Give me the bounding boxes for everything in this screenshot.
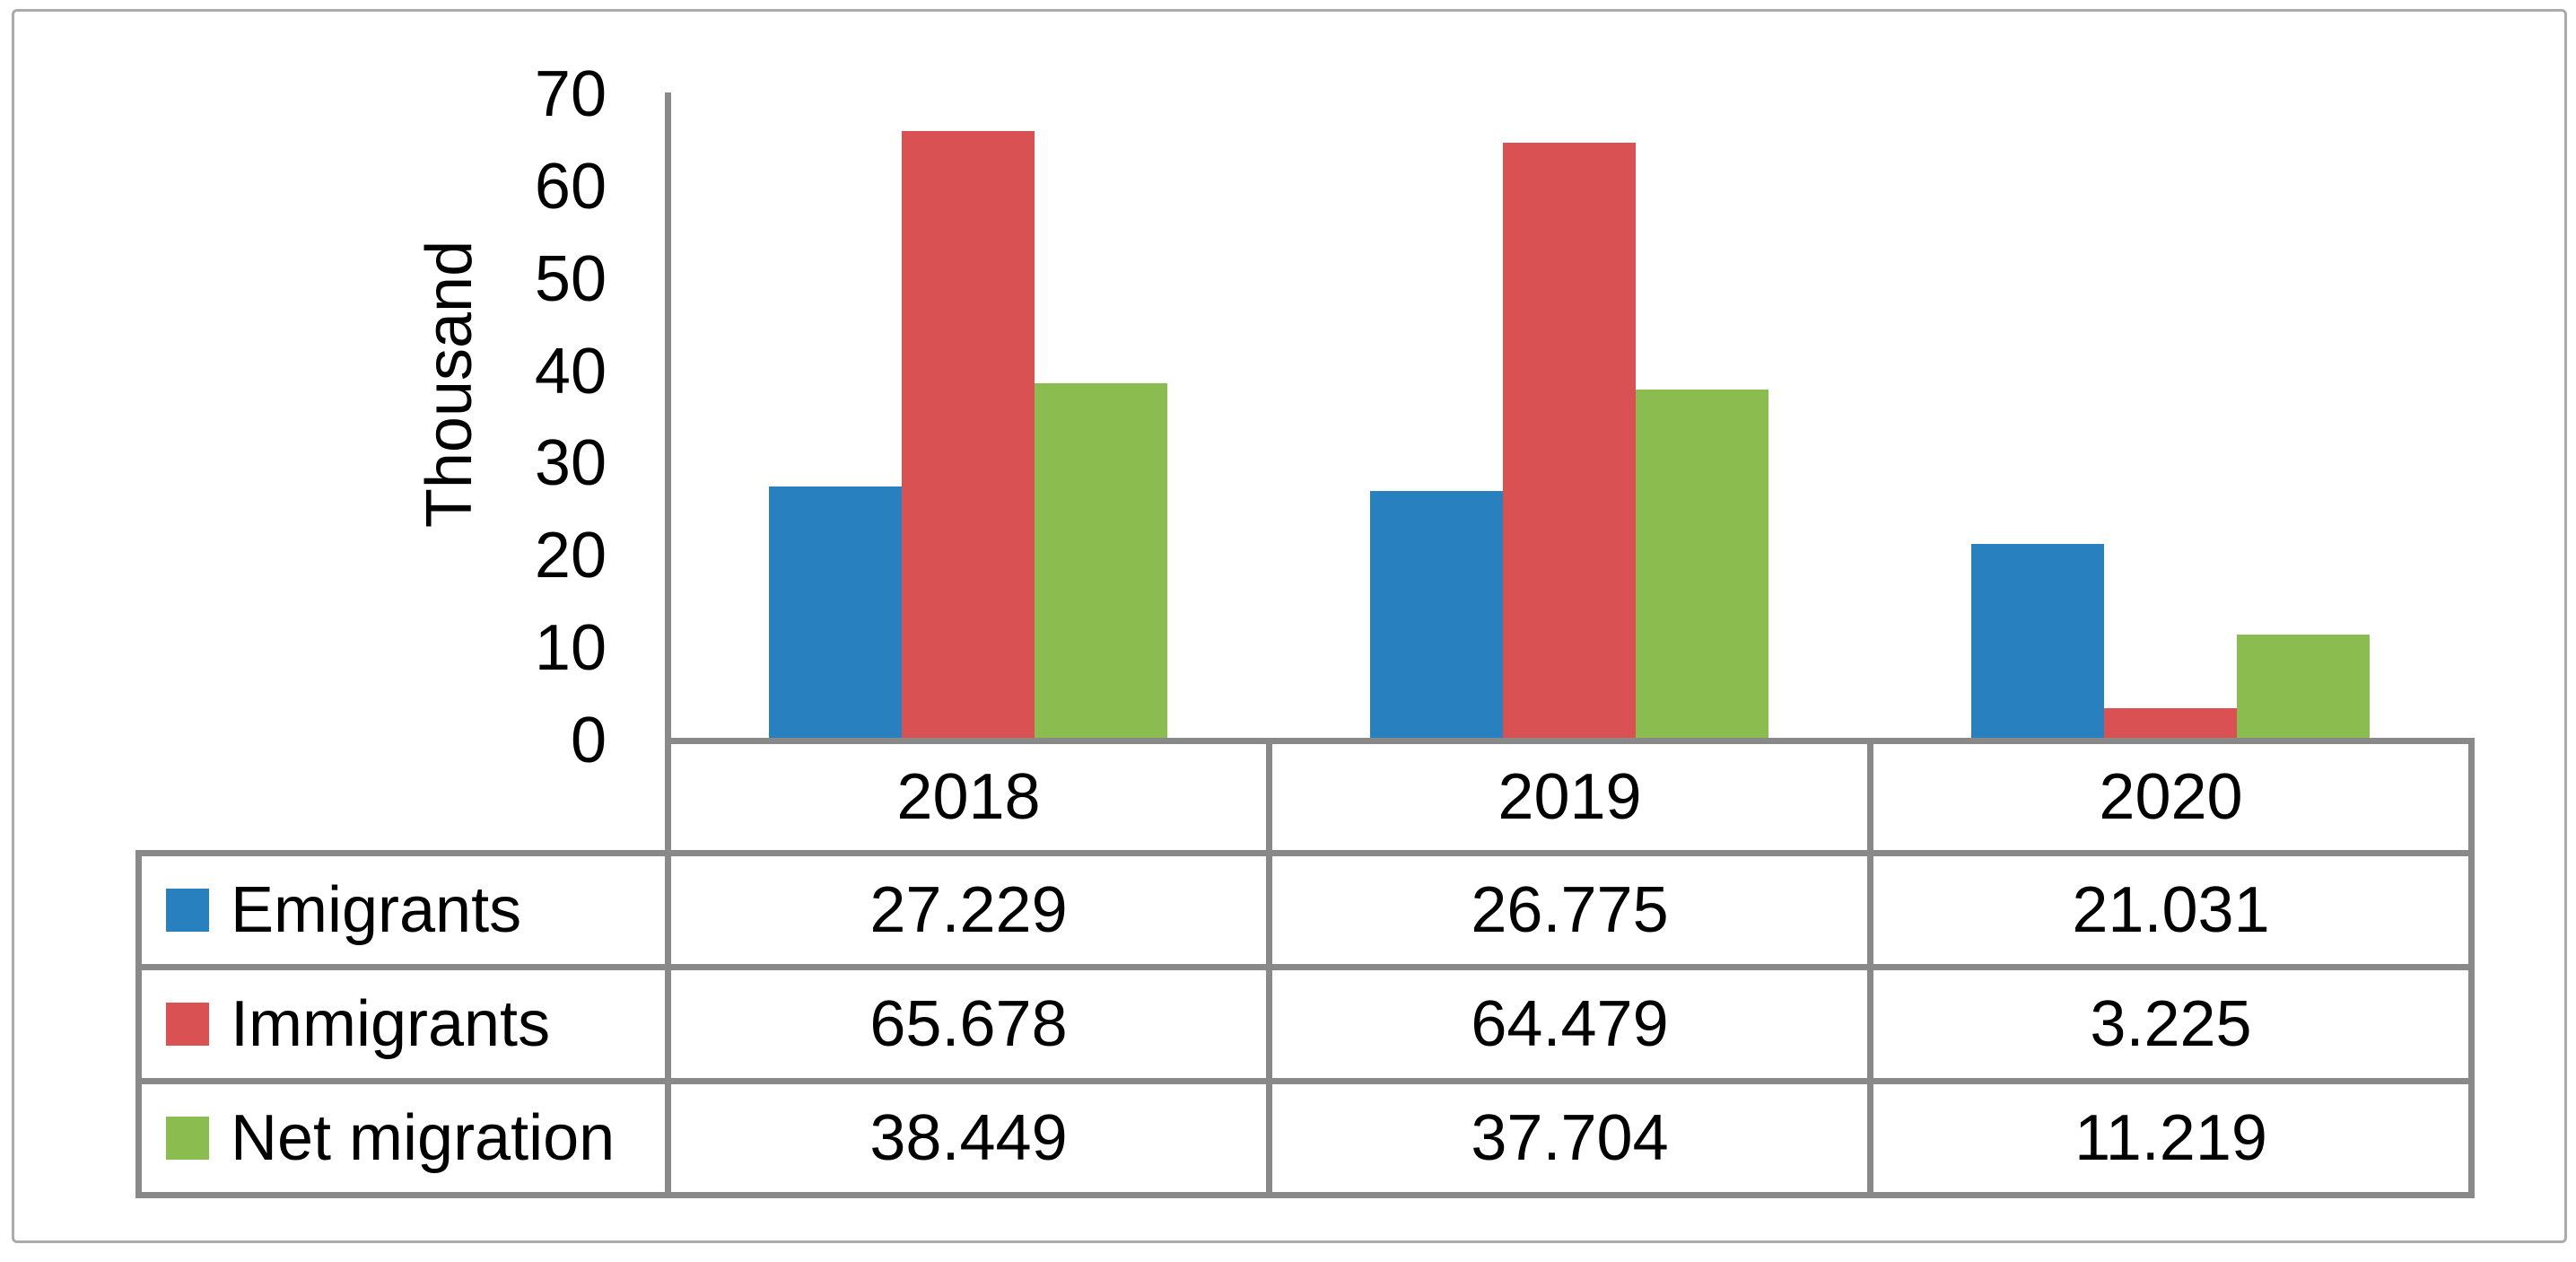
- x-axis-baseline: [665, 738, 2475, 744]
- bar-immigrants-2018: [902, 131, 1035, 738]
- y-axis-line: [665, 92, 671, 1198]
- y-tick-label-30: 30: [534, 427, 607, 499]
- y-tick-label-10: 10: [534, 612, 607, 684]
- y-tick-label-50: 50: [534, 243, 607, 315]
- y-tick-label-0: 0: [570, 705, 607, 776]
- legend-label-net-migration: Net migration: [231, 1102, 616, 1174]
- category-header-2020: 2020: [2099, 761, 2243, 833]
- table-line-left-edge: [135, 850, 142, 1198]
- table-line-row2-bottom: [135, 1078, 2475, 1084]
- y-tick-label-20: 20: [534, 520, 607, 592]
- table-line-row1-bottom: [135, 964, 2475, 970]
- value-net-migration-2020: 11.219: [2074, 1102, 2267, 1174]
- value-immigrants-2020: 3.225: [2090, 988, 2252, 1060]
- bar-immigrants-2020: [2104, 708, 2237, 738]
- value-emigrants-2018: 27.229: [869, 874, 1068, 946]
- table-line-col-2018-2019: [1266, 738, 1272, 1198]
- legend-item-net-migration: Net migration: [142, 1084, 665, 1192]
- net-migration-legend-swatch-icon: [166, 1117, 209, 1160]
- legend-item-immigrants: Immigrants: [142, 970, 665, 1078]
- emigrants-legend-swatch-icon: [166, 889, 209, 932]
- value-immigrants-2018: 65.678: [869, 988, 1068, 1060]
- legend-label-emigrants: Emigrants: [231, 874, 522, 946]
- bar-emigrants-2020: [1971, 544, 2104, 738]
- bar-emigrants-2018: [769, 486, 902, 738]
- value-immigrants-2019: 64.479: [1471, 988, 1669, 1060]
- bar-net-migration-2018: [1035, 383, 1167, 738]
- table-line-header-bottom: [135, 850, 2475, 856]
- value-net-migration-2019: 37.704: [1471, 1102, 1669, 1174]
- legend-item-emigrants: Emigrants: [142, 856, 665, 964]
- table-line-right-edge: [2468, 738, 2475, 1198]
- bar-emigrants-2019: [1370, 491, 1503, 738]
- outer-border: [12, 9, 2567, 1243]
- value-emigrants-2019: 26.775: [1471, 874, 1669, 946]
- bar-net-migration-2020: [2237, 635, 2370, 738]
- bar-immigrants-2019: [1503, 143, 1636, 738]
- value-emigrants-2020: 21.031: [2072, 874, 2270, 946]
- immigrants-legend-swatch-icon: [166, 1003, 209, 1046]
- value-net-migration-2018: 38.449: [869, 1102, 1068, 1174]
- category-header-2019: 2019: [1498, 761, 1642, 833]
- table-line-row3-bottom: [135, 1192, 2475, 1198]
- y-tick-label-60: 60: [534, 151, 607, 223]
- bar-net-migration-2019: [1636, 390, 1768, 738]
- table-line-col-2019-2020: [1867, 738, 1873, 1198]
- y-tick-label-70: 70: [534, 58, 607, 130]
- category-header-2018: 2018: [896, 761, 1041, 833]
- y-tick-label-40: 40: [534, 336, 607, 408]
- legend-label-immigrants: Immigrants: [231, 988, 551, 1060]
